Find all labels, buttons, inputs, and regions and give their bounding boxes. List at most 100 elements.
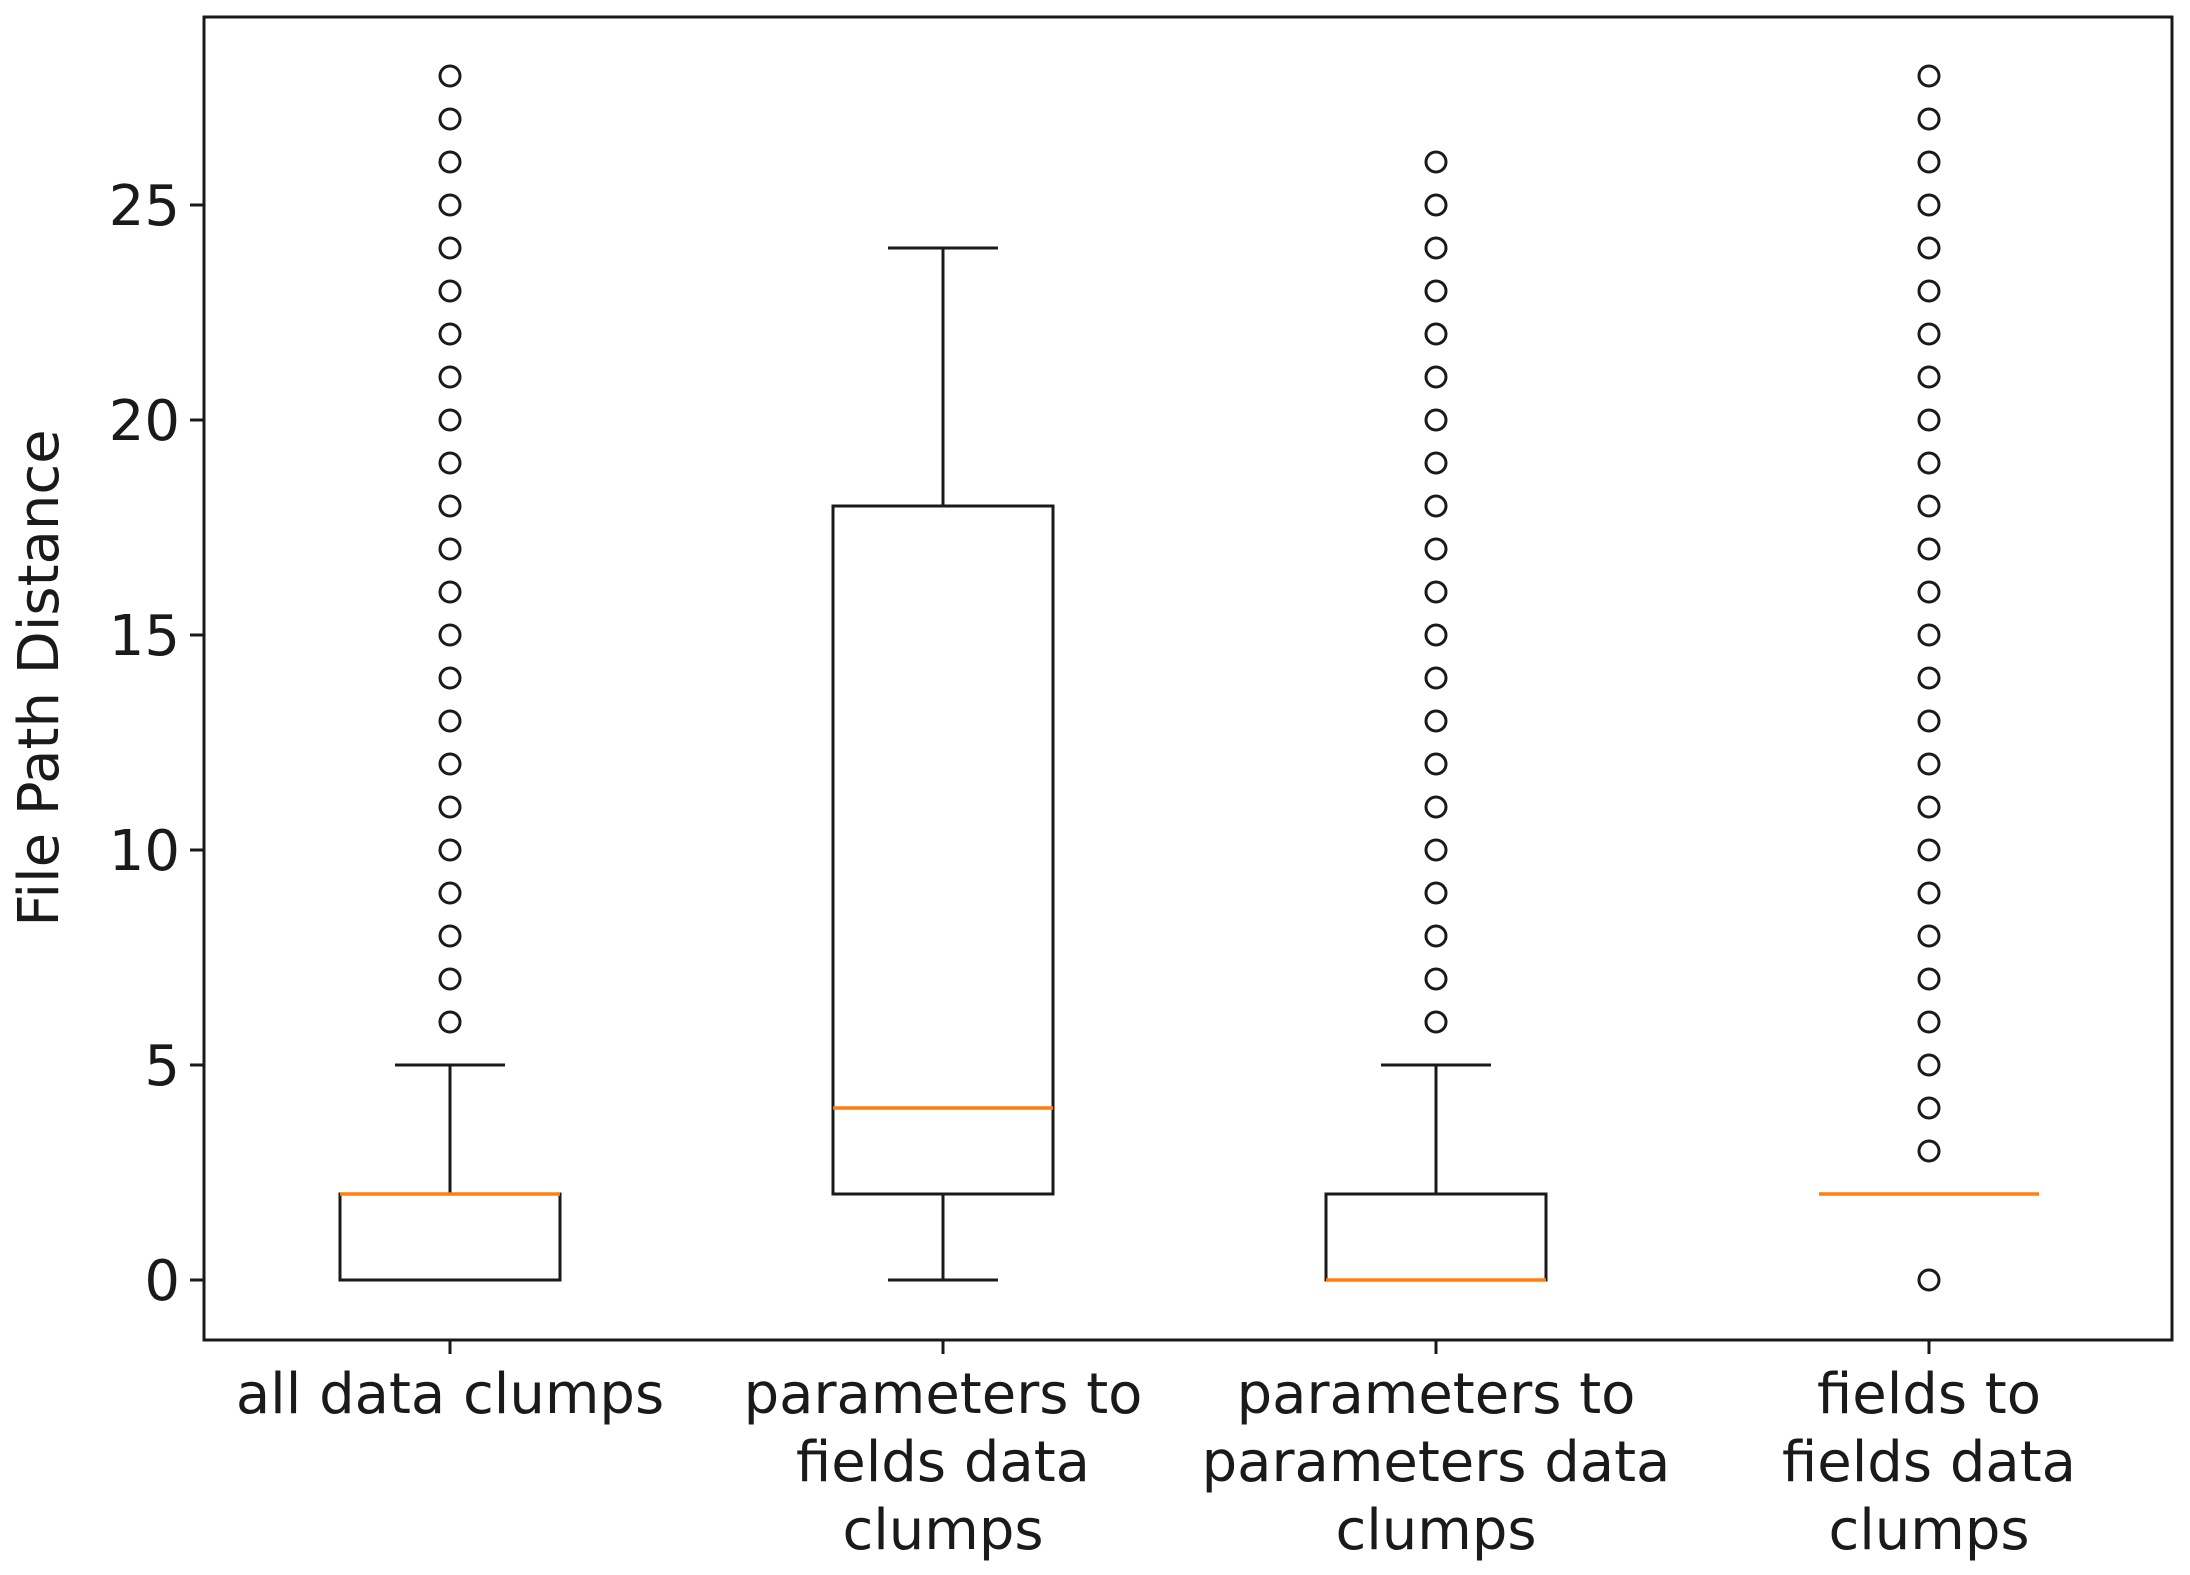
- outlier-point: [1424, 451, 1448, 475]
- box-group-4: [1819, 64, 2039, 1292]
- outlier-point: [1917, 580, 1941, 604]
- outlier-point: [1917, 1096, 1941, 1120]
- outlier-point: [438, 623, 462, 647]
- outlier-point: [1917, 1010, 1941, 1034]
- y-tick-label: 25: [109, 174, 180, 239]
- outlier-point: [1917, 967, 1941, 991]
- x-tick-label-line: clumps: [1828, 1498, 2029, 1563]
- outlier-point: [1424, 709, 1448, 733]
- outlier-point: [1917, 537, 1941, 561]
- outlier-point: [438, 322, 462, 346]
- x-tick-label-line: fields data: [796, 1430, 1090, 1495]
- outlier-point: [438, 666, 462, 690]
- outlier-point: [438, 150, 462, 174]
- outlier-point: [1917, 64, 1941, 88]
- x-tick-label: all data clumps: [236, 1362, 664, 1427]
- outlier-point: [1424, 881, 1448, 905]
- outlier-point: [438, 1010, 462, 1034]
- outlier-point: [1424, 279, 1448, 303]
- outlier-point: [1917, 365, 1941, 389]
- outlier-point: [1424, 236, 1448, 260]
- box-iqr: [831, 504, 1055, 1196]
- box-group-1: [338, 64, 562, 1282]
- outlier-point: [1917, 451, 1941, 475]
- outlier-point: [1917, 279, 1941, 303]
- y-tick-label: 0: [144, 1249, 180, 1314]
- x-tick-label-line: clumps: [842, 1498, 1043, 1563]
- outlier-point: [1917, 107, 1941, 131]
- x-tick-label-line: clumps: [1335, 1498, 1536, 1563]
- outlier-point: [1424, 666, 1448, 690]
- plot-layer: [338, 64, 2039, 1292]
- outlier-point: [438, 279, 462, 303]
- outlier-point: [1917, 752, 1941, 776]
- x-tick-label-line: parameters data: [1202, 1430, 1671, 1495]
- y-tick-label: 5: [144, 1034, 180, 1099]
- outlier-point: [438, 709, 462, 733]
- outlier-point: [1917, 1139, 1941, 1163]
- x-tick-label-line: fields data: [1782, 1430, 2076, 1495]
- outlier-point: [438, 967, 462, 991]
- box-group-2: [831, 246, 1055, 1282]
- outlier-point: [1917, 666, 1941, 690]
- outlier-point: [1424, 193, 1448, 217]
- outlier-point: [1917, 1053, 1941, 1077]
- y-axis-title: File Path Distance: [7, 429, 72, 926]
- outlier-point: [1424, 967, 1448, 991]
- outlier-point: [438, 795, 462, 819]
- y-tick-label: 10: [109, 819, 180, 884]
- outlier-point: [1917, 322, 1941, 346]
- outlier-point: [1917, 709, 1941, 733]
- outlier-point: [1424, 408, 1448, 432]
- outlier-point: [1424, 838, 1448, 862]
- outlier-point: [1424, 795, 1448, 819]
- outlier-point: [438, 580, 462, 604]
- box-group-3: [1324, 150, 1548, 1282]
- outlier-point: [1917, 408, 1941, 432]
- outlier-point: [1424, 1010, 1448, 1034]
- outlier-point: [1424, 365, 1448, 389]
- outlier-point: [1917, 150, 1941, 174]
- outlier-point: [438, 408, 462, 432]
- outlier-point: [1424, 150, 1448, 174]
- x-tick-label-line: fields to: [1817, 1362, 2041, 1427]
- outlier-point: [1424, 537, 1448, 561]
- outlier-point: [438, 193, 462, 217]
- outlier-point: [1424, 322, 1448, 346]
- outlier-point: [438, 451, 462, 475]
- outlier-point: [1424, 580, 1448, 604]
- outlier-point: [1917, 236, 1941, 260]
- box-iqr: [1324, 1192, 1548, 1282]
- outlier-point: [1917, 494, 1941, 518]
- outlier-point: [438, 64, 462, 88]
- x-axis: all data clumps parameters to fields data c…: [236, 1340, 2076, 1563]
- outlier-point: [438, 752, 462, 776]
- x-tick-label-line: parameters to: [744, 1362, 1143, 1427]
- outlier-point: [438, 365, 462, 389]
- outlier-point: [1917, 193, 1941, 217]
- x-tick-label: parameters to parameters data clumps: [1202, 1362, 1671, 1563]
- x-tick-label-line: all data clumps: [236, 1362, 664, 1427]
- outlier-point: [438, 838, 462, 862]
- outlier-point: [438, 924, 462, 948]
- y-tick-label: 20: [109, 389, 180, 454]
- outlier-point: [1917, 623, 1941, 647]
- y-axis: 0 5 10 15 20 25: [109, 174, 204, 1314]
- outlier-point: [1424, 623, 1448, 647]
- y-tick-label: 15: [109, 604, 180, 669]
- outlier-point: [1917, 795, 1941, 819]
- x-tick-label: parameters to fields data clumps: [744, 1362, 1143, 1563]
- outlier-point: [1917, 1268, 1941, 1292]
- outlier-point: [438, 107, 462, 131]
- outlier-point: [438, 881, 462, 905]
- plot-frame: [202, 15, 2174, 1342]
- outlier-point: [438, 494, 462, 518]
- outlier-point: [1424, 752, 1448, 776]
- outlier-point: [1424, 924, 1448, 948]
- outlier-point: [1424, 494, 1448, 518]
- x-tick-label: fields to fields data clumps: [1782, 1362, 2076, 1563]
- outlier-point: [1917, 924, 1941, 948]
- outlier-point: [1917, 881, 1941, 905]
- outlier-point: [1917, 838, 1941, 862]
